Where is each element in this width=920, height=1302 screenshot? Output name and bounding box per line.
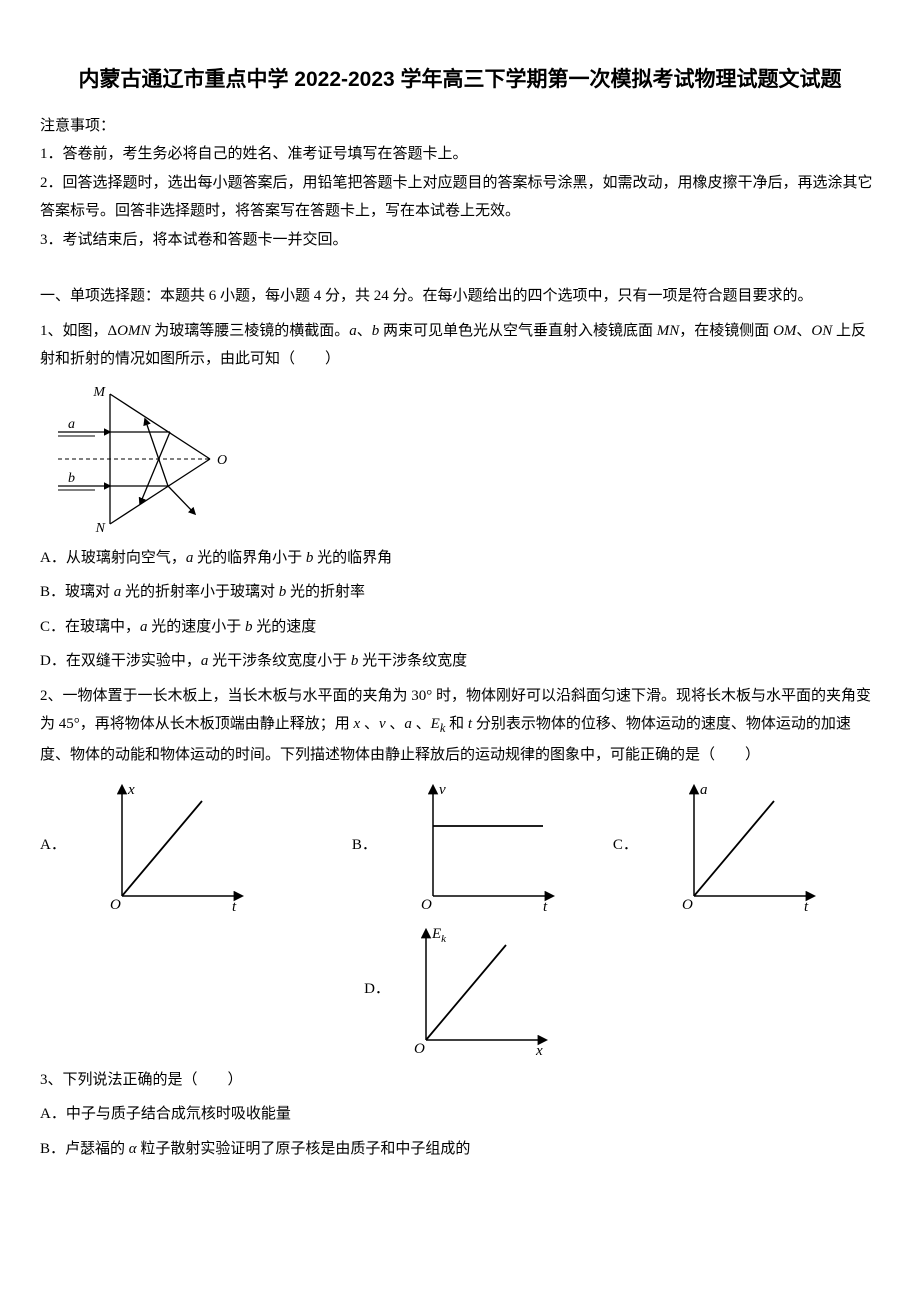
svg-text:t: t (232, 899, 237, 915)
svg-text:a: a (700, 782, 708, 798)
notice-item-1: 1．答卷前，考生务必将自己的姓名、准考证号填写在答题卡上。 (40, 140, 880, 169)
q1-stem-b: 为玻璃等腰三棱镜的横截面。 (151, 323, 350, 339)
svg-text:t: t (543, 899, 548, 915)
notice-item-3: 3．考试结束后，将本试卷和答题卡一并交回。 (40, 226, 880, 255)
q1-stem-a: 1、如图，Δ (40, 323, 117, 339)
svg-text:x: x (535, 1043, 543, 1059)
svg-text:O: O (421, 897, 432, 913)
q2-label-B: B． (352, 831, 377, 860)
svg-text:x: x (127, 782, 135, 798)
q1-a: a (349, 323, 357, 339)
svg-text:O: O (414, 1041, 425, 1057)
question-1: 1、如图，ΔOMN 为玻璃等腰三棱镜的横截面。a、b 两束可见单色光从空气垂直射… (40, 317, 880, 374)
svg-text:O: O (682, 897, 693, 913)
svg-text:Ek: Ek (431, 926, 447, 945)
q1-sep: 、 (796, 323, 811, 339)
svg-text:v: v (439, 782, 446, 798)
q1-option-B: B．玻璃对 a 光的折射率小于玻璃对 b 光的折射率 (40, 578, 880, 607)
q3-stem: 3、下列说法正确的是（ ） (40, 1072, 243, 1088)
svg-text:t: t (804, 899, 809, 915)
section-1-head: 一、单项选择题：本题共 6 小题，每小题 4 分，共 24 分。在每小题给出的四… (40, 282, 880, 311)
q1-ab-mid: 、 (357, 323, 372, 339)
q2-label-A: A． (40, 831, 66, 860)
q2-label-D: D． (364, 975, 390, 1004)
q1-prism-diagram: M N O a b (50, 384, 240, 534)
notice-head: 注意事项： (40, 112, 880, 141)
q2-label-C: C． (613, 831, 638, 860)
q1-option-C: C．在玻璃中，a 光的速度小于 b 光的速度 (40, 613, 880, 642)
q1-mn: MN (657, 323, 680, 339)
question-2: 2、一物体置于一长木板上，当长木板与水平面的夹角为 30° 时，物体刚好可以沿斜… (40, 682, 880, 770)
exam-title: 内蒙古通辽市重点中学 2022-2023 学年高三下学期第一次模拟考试物理试题文… (40, 60, 880, 100)
q2-graph-A: x t O (92, 776, 252, 916)
notice-item-2: 2．回答选择题时，选出每小题答案后，用铅笔把答题卡上对应题目的答案标号涂黑，如需… (40, 169, 880, 226)
q1-om: OM (773, 323, 796, 339)
q2-graph-C: a t O (664, 776, 824, 916)
svg-text:O: O (110, 897, 121, 913)
q2-graph-B: v t O (403, 776, 563, 916)
q1-omn: OMN (117, 323, 150, 339)
q2-graph-row-2: D． Ek x O (40, 920, 880, 1060)
prism-label-a: a (68, 417, 75, 432)
prism-label-N: N (95, 521, 106, 534)
q1-option-D: D．在双缝干涉实验中，a 光干涉条纹宽度小于 b 光干涉条纹宽度 (40, 647, 880, 676)
q2-graph-D: Ek x O (396, 920, 556, 1060)
q1-option-A: A．从玻璃射向空气，a 光的临界角小于 b 光的临界角 (40, 544, 880, 573)
q3-option-B: B．卢瑟福的 α 粒子散射实验证明了原子核是由质子和中子组成的 (40, 1135, 880, 1164)
q1-stem-c: 两束可见单色光从空气垂直射入棱镜底面 (379, 323, 657, 339)
prism-label-M: M (92, 385, 106, 400)
q1-stem-d: ，在棱镜侧面 (679, 323, 773, 339)
prism-label-b: b (68, 471, 75, 486)
prism-label-O: O (217, 453, 227, 468)
q1-on: ON (811, 323, 832, 339)
question-3: 3、下列说法正确的是（ ） (40, 1066, 880, 1095)
q2-graph-row-1: A． x t O B． v t O C． a t O (40, 776, 880, 916)
q3-option-A: A．中子与质子结合成氘核时吸收能量 (40, 1100, 880, 1129)
